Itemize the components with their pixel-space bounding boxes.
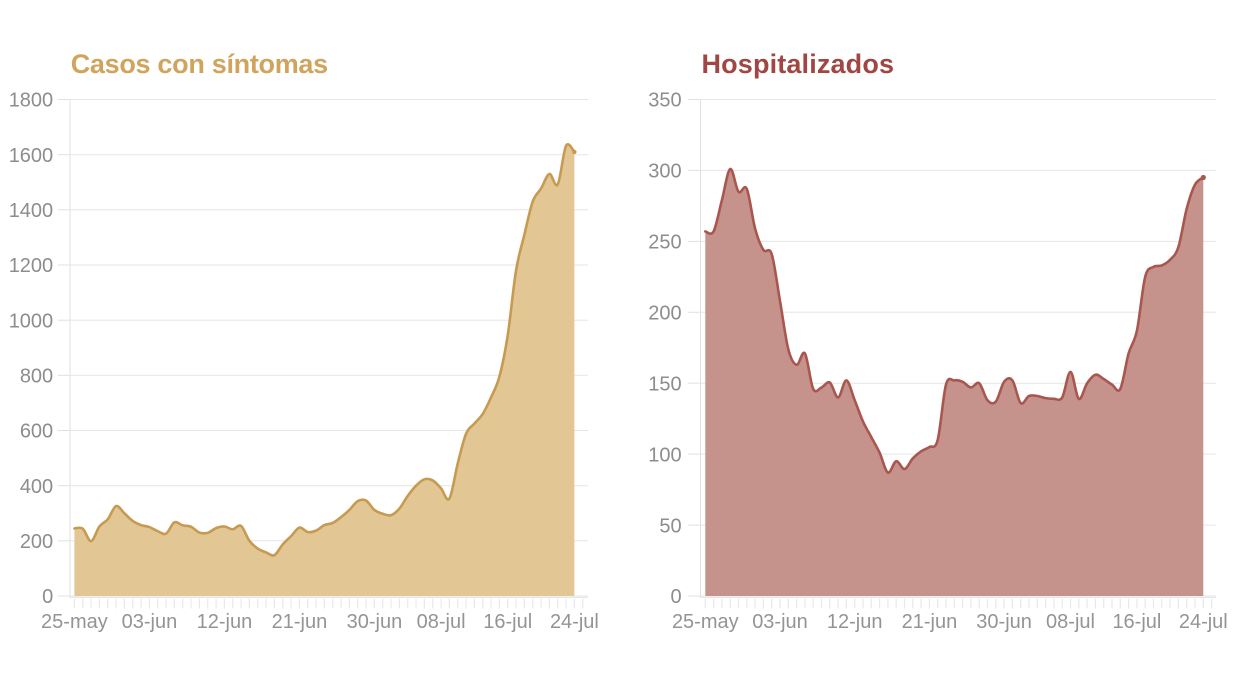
- svg-text:25-may: 25-may: [672, 611, 739, 633]
- svg-text:200: 200: [648, 303, 681, 325]
- svg-text:600: 600: [20, 421, 53, 443]
- svg-text:12-jun: 12-jun: [197, 611, 253, 633]
- svg-text:150: 150: [648, 373, 681, 395]
- svg-text:30-jun: 30-jun: [347, 611, 403, 633]
- svg-text:08-jul: 08-jul: [417, 611, 466, 633]
- svg-text:21-jun: 21-jun: [272, 611, 328, 633]
- svg-text:0: 0: [42, 586, 53, 608]
- svg-text:100: 100: [648, 444, 681, 466]
- svg-text:Casos con síntomas: Casos con síntomas: [71, 49, 328, 79]
- svg-text:25-may: 25-may: [41, 611, 108, 633]
- svg-text:1000: 1000: [9, 310, 54, 332]
- svg-text:800: 800: [20, 366, 53, 388]
- svg-text:Hospitalizados: Hospitalizados: [702, 49, 895, 79]
- svg-text:1200: 1200: [9, 255, 54, 277]
- svg-text:1800: 1800: [9, 90, 54, 112]
- svg-text:1400: 1400: [9, 200, 54, 222]
- svg-text:16-jul: 16-jul: [1112, 611, 1161, 633]
- svg-text:200: 200: [20, 531, 53, 553]
- svg-text:0: 0: [670, 586, 681, 608]
- svg-text:30-jun: 30-jun: [976, 611, 1032, 633]
- svg-text:24-jul: 24-jul: [550, 611, 599, 633]
- svg-text:08-jul: 08-jul: [1046, 611, 1095, 633]
- svg-text:250: 250: [648, 232, 681, 254]
- svg-text:16-jul: 16-jul: [483, 611, 532, 633]
- svg-text:350: 350: [648, 90, 681, 112]
- svg-text:400: 400: [20, 476, 53, 498]
- svg-text:03-jun: 03-jun: [752, 611, 808, 633]
- svg-text:12-jun: 12-jun: [827, 611, 883, 633]
- svg-text:03-jun: 03-jun: [122, 611, 178, 633]
- svg-text:1600: 1600: [9, 145, 54, 167]
- svg-text:300: 300: [648, 161, 681, 183]
- svg-text:21-jun: 21-jun: [902, 611, 958, 633]
- svg-text:50: 50: [659, 515, 681, 537]
- svg-text:24-jul: 24-jul: [1179, 611, 1228, 633]
